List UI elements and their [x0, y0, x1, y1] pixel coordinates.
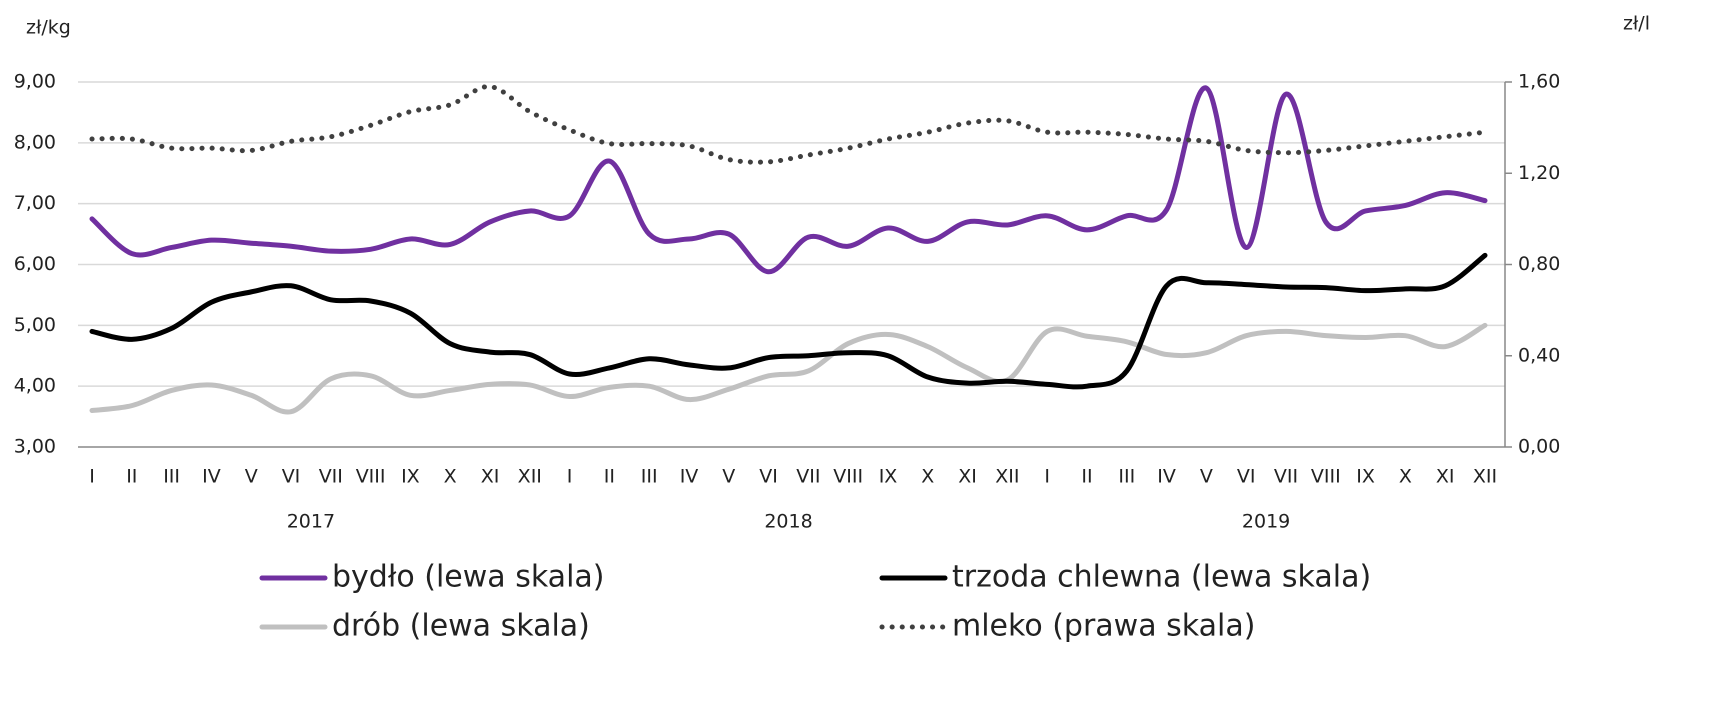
x-tick-label: IX	[1356, 466, 1375, 488]
x-tick-label: VII	[796, 466, 820, 488]
x-tick-label: XII	[518, 466, 542, 488]
x-tick-label: V	[1200, 466, 1213, 488]
y2-tick-label: 0,00	[1518, 436, 1560, 458]
x-tick-label: XI	[958, 466, 977, 488]
x-tick-label: VIII	[1311, 466, 1341, 488]
y-tick-label: 3,00	[14, 436, 56, 458]
x-tick-label: V	[245, 466, 258, 488]
x-tick-label: V	[722, 466, 735, 488]
series-line	[89, 85, 1488, 275]
x-tick-label: VI	[1237, 466, 1256, 488]
x-tick-label: IV	[202, 466, 221, 488]
y-tick-label: 5,00	[14, 314, 56, 336]
series-line	[89, 252, 1488, 390]
x-tick-label: I	[567, 466, 573, 488]
y2-axis-label: zł/l	[1623, 13, 1650, 35]
y2-tick-label: 1,20	[1518, 162, 1560, 184]
year-label: 2018	[764, 511, 812, 533]
x-tick-label: III	[163, 466, 180, 488]
x-tick-label: XI	[481, 466, 500, 488]
year-label: 2017	[287, 511, 335, 533]
x-tick-label: VIII	[833, 466, 863, 488]
legend-label: trzoda chlewna (lewa skala)	[952, 560, 1371, 595]
legend-label: mleko (prawa skala)	[952, 609, 1255, 644]
x-tick-label: VII	[1274, 466, 1298, 488]
x-tick-label: VIII	[356, 466, 386, 488]
x-tick-label: IV	[1157, 466, 1176, 488]
x-tick-label: III	[1118, 466, 1135, 488]
y2-tick-label: 0,40	[1518, 344, 1560, 366]
x-tick-label: II	[604, 466, 615, 488]
y-tick-label: 6,00	[14, 253, 56, 275]
x-tick-label: XI	[1436, 466, 1455, 488]
series-line	[89, 322, 1488, 415]
legend-label: bydło (lewa skala)	[332, 560, 605, 595]
x-tick-label: II	[126, 466, 137, 488]
y-axis-label: zł/kg	[26, 17, 71, 39]
x-tick-label: X	[921, 466, 934, 488]
x-tick-label: III	[641, 466, 658, 488]
x-tick-label: II	[1081, 466, 1092, 488]
y-tick-label: 4,00	[14, 375, 56, 397]
x-tick-label: XII	[995, 466, 1019, 488]
legend-label: drób (lewa skala)	[332, 609, 590, 644]
x-tick-label: IV	[680, 466, 699, 488]
x-tick-label: XII	[1473, 466, 1497, 488]
y-tick-label: 9,00	[14, 71, 56, 93]
series-line	[89, 84, 1488, 165]
y2-tick-label: 1,60	[1518, 71, 1560, 93]
x-tick-label: IX	[401, 466, 420, 488]
x-tick-label: X	[444, 466, 457, 488]
x-tick-label: I	[1044, 466, 1050, 488]
y-tick-label: 7,00	[14, 192, 56, 214]
x-tick-label: VI	[282, 466, 301, 488]
y2-tick-label: 0,80	[1518, 253, 1560, 275]
year-label: 2019	[1242, 511, 1290, 533]
x-tick-label: I	[89, 466, 95, 488]
x-tick-label: IX	[879, 466, 898, 488]
x-tick-label: VI	[759, 466, 778, 488]
x-tick-label: X	[1399, 466, 1412, 488]
x-tick-label: VII	[319, 466, 343, 488]
y-tick-label: 8,00	[14, 131, 56, 153]
